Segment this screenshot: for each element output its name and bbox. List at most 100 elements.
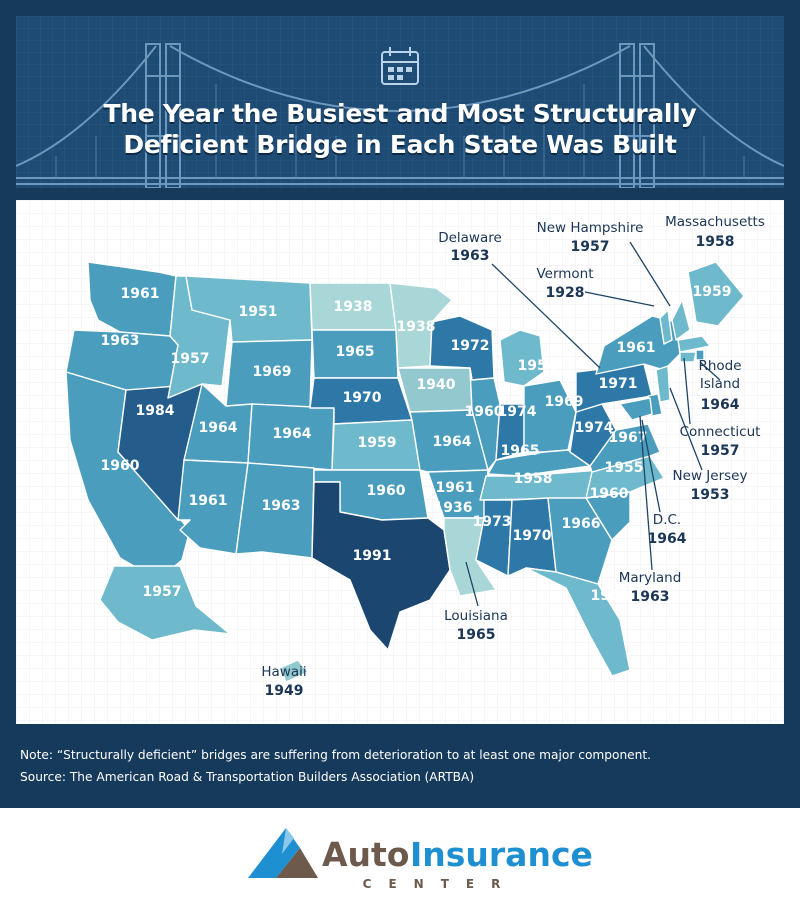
- callout-leader-line: [669, 387, 703, 471]
- callout-year: 1957: [571, 239, 610, 255]
- state-new-mexico: [235, 462, 315, 559]
- callout-state-name: Massachusetts: [665, 214, 765, 230]
- state-year-label: 1970: [343, 390, 382, 406]
- state-year-label: 1957: [171, 351, 210, 367]
- state-year-label: 1961: [617, 340, 656, 356]
- state-year-label: 1965: [336, 344, 375, 360]
- callout-leader-line: [465, 561, 479, 607]
- state-year-label: 1955: [605, 460, 644, 476]
- callout-year: 1953: [691, 487, 730, 503]
- title-line-2: Deficient Bridge in Each State Was Built: [123, 130, 677, 159]
- callout-year: 1965: [457, 627, 496, 643]
- infographic-frame: The Year the Busiest and Most Structural…: [0, 0, 800, 808]
- state-new-york: [595, 315, 681, 375]
- state-year-label: 1938: [397, 319, 436, 335]
- state-massachusetts-shape: [677, 335, 711, 353]
- state-year-label: 1961: [189, 493, 228, 509]
- state-year-label: 1963: [262, 498, 301, 514]
- title-line-1: The Year the Busiest and Most Structural…: [103, 99, 697, 128]
- state-new-hampshire-shape: [671, 299, 691, 341]
- callout-leader-line: [491, 263, 601, 369]
- state-maine: [687, 261, 745, 327]
- logo-mountain-icon: [248, 828, 318, 878]
- callout-year: 1964: [648, 531, 687, 547]
- callout-state-name: D.C.: [653, 512, 681, 528]
- state-illinois: [469, 367, 501, 471]
- callout-leader-line: [699, 361, 721, 381]
- state-year-label: 1960: [101, 458, 140, 474]
- state-year-label: 1965: [501, 443, 540, 459]
- callout-state-name: Hawaii: [261, 664, 306, 680]
- state-year-label: 1971: [599, 376, 638, 392]
- state-year-label: 1969: [545, 394, 584, 410]
- callout-state-name: Connecticut: [680, 424, 761, 440]
- state-year-label: 1951: [239, 304, 278, 320]
- state-maryland-shape: [619, 397, 653, 421]
- calendar-icon: [381, 47, 419, 85]
- callout-leader-line: [639, 415, 653, 571]
- callout-year: 1964: [701, 397, 740, 413]
- state-year-label: 1938: [334, 299, 373, 315]
- callout-year: 1963: [631, 589, 670, 605]
- state-connecticut-shape: [679, 351, 697, 363]
- callout-leader-line: [641, 419, 661, 513]
- state-year-label: 1964: [199, 420, 238, 436]
- state-year-label: 1940: [417, 377, 456, 393]
- state-year-label: 1959: [591, 588, 630, 604]
- callout-year: 1957: [701, 443, 740, 459]
- callout-state-name: Island: [700, 376, 740, 392]
- source-text: Source: The American Road & Transportati…: [20, 770, 475, 784]
- callout-leader-line: [629, 241, 671, 307]
- state-year-label: 1960: [590, 486, 629, 502]
- state-year-label: 1970: [513, 528, 552, 544]
- state-year-label: 1972: [451, 338, 490, 354]
- state-year-label: 1991: [353, 548, 392, 564]
- state-year-label: 1936: [434, 500, 473, 516]
- callout-year: 1949: [265, 683, 304, 699]
- us-choropleth-map: 1961 1963 1960 1984 1957 1951 1969 1964 1961 1964…: [16, 200, 784, 724]
- callout-state-name: Rhode: [698, 358, 741, 374]
- state-year-label: 1958: [514, 471, 553, 487]
- callout-leader-line: [584, 291, 655, 307]
- footer: Auto Insurance CENTER: [0, 808, 800, 900]
- state-year-label: 1964: [433, 434, 472, 450]
- state-mississippi: [475, 499, 513, 577]
- callout-year: 1928: [546, 285, 585, 301]
- state-year-label: 1969: [253, 364, 292, 380]
- state-year-label: 1959: [358, 435, 397, 451]
- state-year-label: 1984: [136, 403, 175, 419]
- state-alaska: [99, 565, 231, 641]
- state-year-label: 1966: [562, 516, 601, 532]
- callout-leader-line: [683, 357, 691, 425]
- state-year-label: 1964: [273, 426, 312, 442]
- state-year-label: 1957: [143, 584, 182, 600]
- state-florida: [525, 567, 631, 677]
- callout-state-name: New Hampshire: [537, 220, 644, 236]
- state-year-label: 1967: [609, 430, 648, 446]
- note-text: Note: “Structurally deficient” bridges a…: [20, 748, 652, 762]
- callout-state-name: New Jersey: [673, 468, 748, 484]
- bridge-blueprint-illustration: [16, 16, 784, 188]
- footnote: Note: “Structurally deficient” bridges a…: [20, 744, 790, 788]
- state-michigan: [499, 329, 545, 387]
- state-year-label: 1961: [121, 286, 160, 302]
- state-year-label: 1973: [473, 514, 512, 530]
- state-year-label: 1960: [367, 483, 406, 499]
- state-hawaii-shape: [279, 659, 309, 683]
- callout-state-name: Maryland: [619, 570, 682, 586]
- header-banner: [16, 16, 784, 188]
- state-new-jersey-shape: [655, 365, 671, 403]
- infographic-title: The Year the Busiest and Most Structural…: [0, 98, 800, 160]
- logo-tagline: CENTER: [363, 877, 518, 891]
- state-vermont-shape: [659, 309, 673, 345]
- callout-state-name: Louisiana: [444, 608, 508, 624]
- callout-year: 1958: [696, 234, 735, 250]
- callout-state-name: Vermont: [536, 266, 593, 282]
- callout-state-name: Delaware: [438, 230, 502, 246]
- state-year-label: 1959: [693, 284, 732, 300]
- state-year-label: 1963: [101, 333, 140, 349]
- state-rhode-island-shape: [695, 349, 705, 361]
- state-year-label: 1974: [498, 404, 537, 420]
- logo-brand-insurance: Insurance: [410, 835, 593, 874]
- state-year-label: 1954: [518, 358, 557, 374]
